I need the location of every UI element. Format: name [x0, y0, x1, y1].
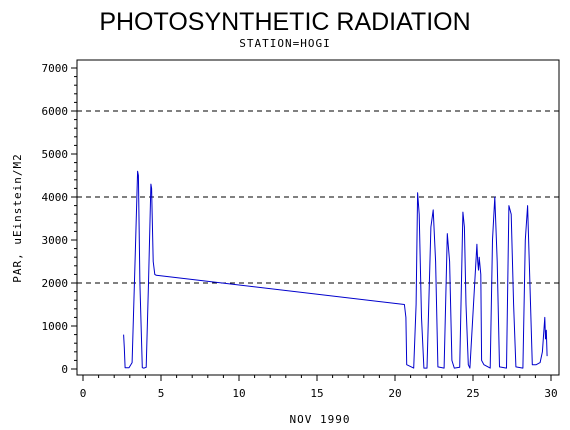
y-tick-label: 5000 [42, 148, 69, 161]
y-axis-label: PAR, uEinstein/M2 [11, 153, 24, 283]
y-tick-label: 6000 [42, 105, 69, 118]
x-tick-label: 10 [232, 387, 245, 400]
y-tick-label: 1000 [42, 320, 69, 333]
chart-title: PHOTOSYNTHETIC RADIATION [99, 8, 470, 36]
x-tick-label: 5 [158, 387, 165, 400]
y-tick-label: 2000 [42, 277, 69, 290]
series-layer [123, 170, 548, 369]
x-tick-label: 25 [466, 387, 479, 400]
y-tick-label: 7000 [42, 62, 69, 75]
chart-subtitle: STATION=HOGI [239, 37, 330, 50]
y-tick-label: 0 [61, 363, 68, 376]
plot-frame [76, 59, 560, 376]
y-tick-label: 3000 [42, 234, 69, 247]
axis-ticks: 0 5 10 15 20 25 30 0 1000 2000 3000 4000 5000 6000 700… [42, 62, 558, 400]
x-tick-label: 20 [388, 387, 401, 400]
x-tick-label: 15 [310, 387, 323, 400]
x-tick-label: 30 [544, 387, 557, 400]
y-tick-label: 4000 [42, 191, 69, 204]
x-tick-label: 0 [80, 387, 87, 400]
x-axis-label: NOV 1990 [290, 413, 351, 426]
par-series-line [123, 170, 548, 369]
